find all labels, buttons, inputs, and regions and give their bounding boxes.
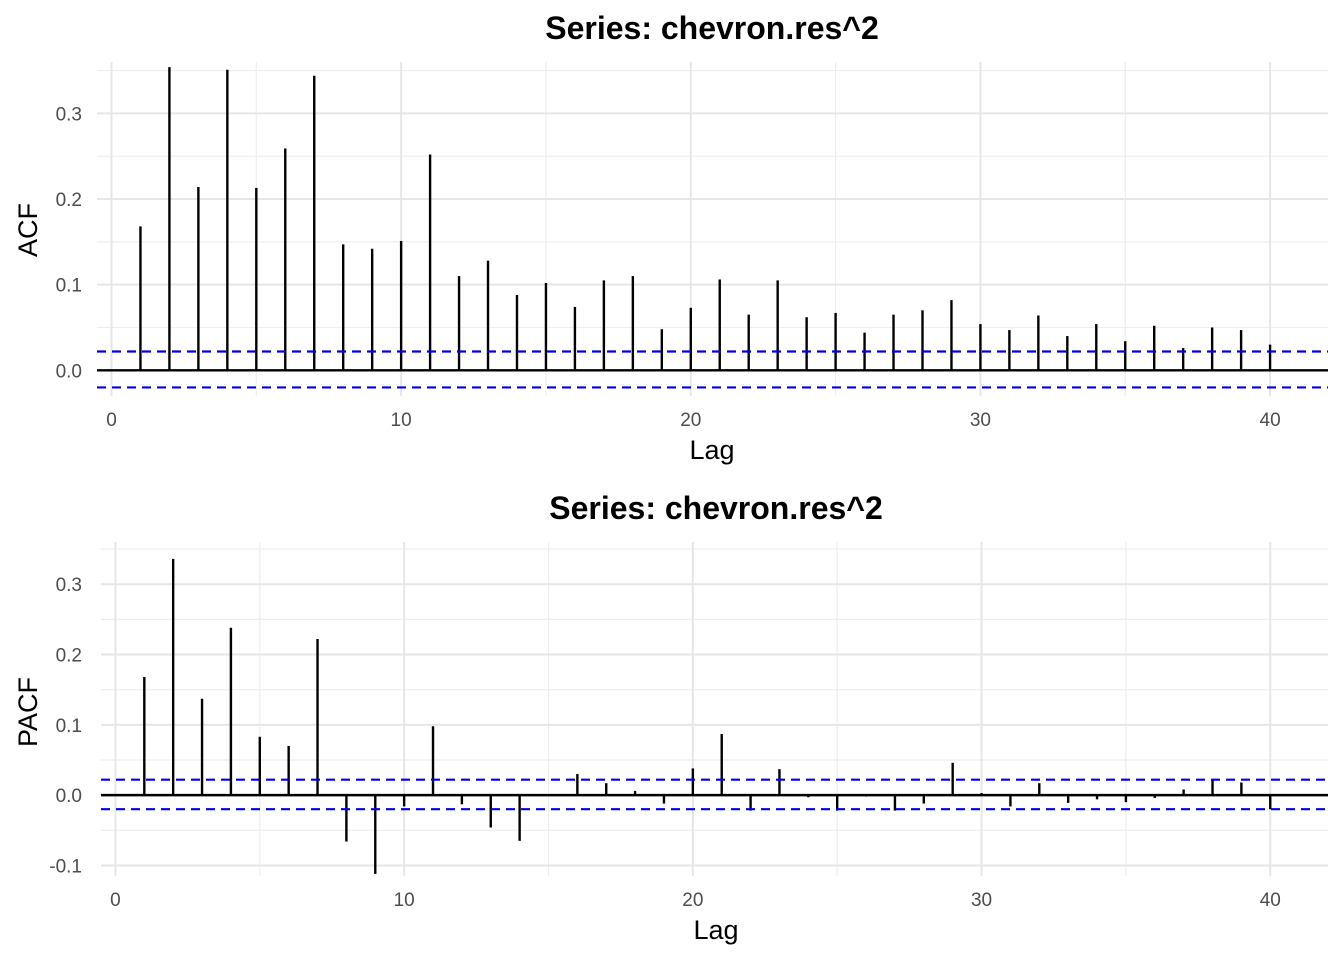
pacf-y-tick-label: 0.2	[56, 646, 82, 667]
pacf-y-tick-label: 0.0	[56, 786, 82, 807]
pacf-x-tick-label: 0	[110, 890, 121, 911]
pacf-y-tick-label: 0.1	[56, 716, 82, 737]
pacf-panel: Series: chevron.res^2 Lag PACF -0.1 0.0 0.…	[13, 490, 1328, 945]
acf-y-tick-label: 0.2	[56, 190, 82, 211]
pacf-title: Series: chevron.res^2	[549, 490, 883, 526]
acf-x-tick-label: 20	[680, 410, 701, 431]
pacf-y-axis-label: PACF	[13, 677, 43, 747]
pacf-x-tick-label: 30	[971, 890, 992, 911]
pacf-x-axis-label: Lag	[693, 915, 738, 945]
pacf-x-tick-label: 20	[682, 890, 703, 911]
acf-x-tick-label: 10	[391, 410, 412, 431]
pacf-y-tick-labels: -0.1 0.0 0.1 0.2 0.3	[49, 575, 82, 877]
acf-x-tick-label: 40	[1260, 410, 1281, 431]
pacf-x-tick-labels: 0 10 20 30 40	[110, 890, 1281, 911]
acf-x-axis-label: Lag	[689, 435, 734, 465]
acf-y-tick-label: 0.0	[56, 361, 82, 382]
acf-x-tick-label: 0	[106, 410, 117, 431]
acf-y-tick-label: 0.3	[56, 104, 82, 125]
pacf-confidence-bands	[101, 778, 1328, 811]
acf-grid	[97, 62, 1328, 396]
acf-confidence-bands	[97, 350, 1328, 389]
pacf-bars	[143, 558, 1272, 874]
acf-x-tick-labels: 0 10 20 30 40	[106, 410, 1280, 431]
acf-title: Series: chevron.res^2	[545, 10, 879, 46]
pacf-x-tick-label: 10	[394, 890, 415, 911]
acf-y-axis-label: ACF	[13, 203, 43, 257]
acf-bars	[139, 67, 1272, 371]
pacf-y-tick-label: -0.1	[49, 856, 82, 877]
acf-panel: Series: chevron.res^2 Lag ACF 0.00.10.20…	[13, 10, 1328, 465]
acf-y-tick-label: 0.1	[56, 276, 82, 297]
pacf-y-tick-label: 0.3	[56, 575, 82, 596]
pacf-x-tick-label: 40	[1260, 890, 1281, 911]
acf-y-tick-labels: 0.0 0.1 0.2 0.3	[56, 104, 82, 382]
acf-x-tick-label: 30	[970, 410, 991, 431]
pacf-grid	[101, 542, 1328, 876]
